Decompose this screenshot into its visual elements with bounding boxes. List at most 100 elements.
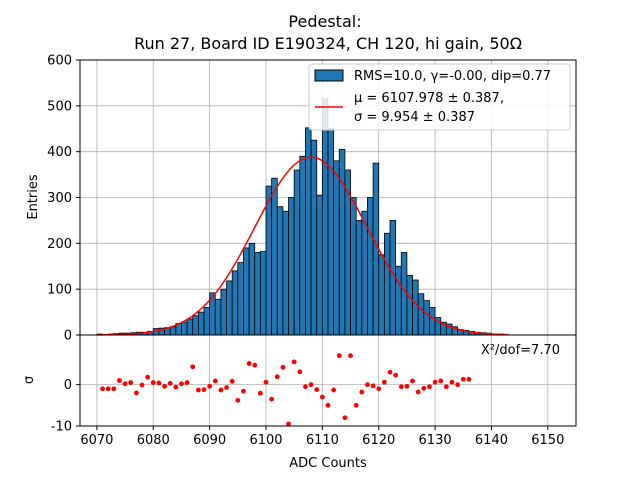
y-tick-label: 0 bbox=[64, 378, 72, 393]
chart-title-line2: Run 27, Board ID E190324, CH 120, hi gai… bbox=[134, 34, 522, 53]
residual-point bbox=[133, 390, 139, 396]
residual-y-ticks: -10 0 bbox=[51, 378, 80, 435]
residual-point bbox=[241, 388, 246, 394]
histogram-bar bbox=[327, 128, 335, 336]
residual-point bbox=[427, 384, 432, 390]
residual-point bbox=[100, 386, 105, 392]
histogram-bar bbox=[316, 194, 323, 336]
residual-point bbox=[269, 396, 275, 402]
chi2-label: X²/dof=7.70 bbox=[481, 343, 560, 358]
histogram-bar bbox=[259, 251, 267, 336]
y-tick-label: 600 bbox=[47, 54, 72, 69]
legend-hist-swatch bbox=[314, 69, 344, 82]
histogram-bar bbox=[361, 210, 368, 336]
residual-point bbox=[365, 382, 370, 388]
histogram-bar bbox=[310, 139, 318, 336]
residual-point bbox=[415, 389, 421, 395]
residual-point bbox=[297, 369, 303, 375]
residual-point bbox=[342, 415, 348, 421]
residual-point bbox=[410, 378, 415, 384]
residual-point bbox=[212, 378, 218, 384]
x-tick-label: 6150 bbox=[531, 433, 564, 448]
residual-point bbox=[167, 380, 173, 386]
x-tick-label: 6140 bbox=[475, 433, 508, 448]
residual-point bbox=[325, 402, 331, 408]
residual-point bbox=[376, 386, 382, 392]
histogram-bar bbox=[276, 206, 284, 336]
x-tick-label: 6090 bbox=[193, 433, 226, 448]
histogram-bar bbox=[231, 270, 239, 336]
gaussian-fit-line bbox=[96, 156, 509, 336]
y-tick-label: 200 bbox=[47, 237, 72, 252]
x-tick-label: 6070 bbox=[80, 433, 113, 448]
histogram-bar bbox=[237, 262, 244, 336]
residual-point bbox=[291, 359, 297, 365]
residual-point bbox=[331, 387, 337, 393]
residual-point bbox=[111, 386, 117, 392]
histogram-bar bbox=[265, 185, 273, 336]
residual-point bbox=[173, 384, 179, 390]
residual-point bbox=[139, 382, 145, 388]
histogram-bar bbox=[299, 155, 306, 336]
histogram-bar bbox=[429, 307, 436, 336]
residual-point bbox=[195, 387, 201, 393]
residual-point bbox=[449, 379, 455, 385]
residual-point bbox=[286, 421, 291, 427]
y-tick-label: 400 bbox=[47, 145, 72, 160]
chart-title-line1: Pedestal: bbox=[288, 12, 361, 31]
histogram-axes-border bbox=[79, 59, 577, 336]
residual-point bbox=[353, 402, 359, 408]
residual-point bbox=[117, 378, 122, 383]
legend-fit-sigma: σ = 9.954 ± 0.387 bbox=[354, 110, 475, 125]
y-tick-label: 0 bbox=[64, 329, 72, 344]
residual-point bbox=[224, 385, 229, 390]
residual-point bbox=[387, 369, 393, 375]
residual-point bbox=[162, 383, 167, 389]
x-tick-label: 6120 bbox=[362, 433, 395, 448]
residual-point bbox=[398, 384, 404, 390]
histogram-bar bbox=[378, 254, 385, 336]
residual-point bbox=[443, 384, 449, 390]
residual-point bbox=[122, 381, 128, 387]
histogram-bar bbox=[282, 210, 289, 336]
histogram-bar bbox=[395, 265, 402, 336]
histogram-bar bbox=[350, 197, 357, 336]
residual-point bbox=[460, 376, 466, 382]
residual-point bbox=[466, 376, 472, 382]
histogram-panel: 0 100 200 300 400 500 600 Entries RMS=10.0, γ=… bbox=[26, 54, 576, 344]
histogram-bar bbox=[169, 326, 177, 336]
histogram-bar bbox=[226, 280, 233, 336]
residual-point bbox=[404, 383, 410, 389]
residual-point bbox=[207, 383, 213, 389]
y-tick-label: 100 bbox=[47, 283, 72, 298]
residual-point bbox=[438, 378, 444, 384]
x-axis-ticks: 6070 6080 6090 6100 6110 6120 6130 6140 6150 bbox=[80, 426, 564, 448]
histogram-bar bbox=[406, 275, 413, 336]
histogram-bar bbox=[181, 321, 188, 336]
legend: RMS=10.0, γ=-0.00, dip=0.77 μ = 6107.978… bbox=[308, 63, 571, 131]
x-axis-label: ADC Counts bbox=[289, 456, 367, 471]
histogram-bar bbox=[305, 127, 312, 336]
residual-point bbox=[218, 387, 224, 393]
x-tick-label: 6130 bbox=[419, 433, 452, 448]
residual-points bbox=[100, 353, 472, 427]
residual-point bbox=[455, 382, 461, 388]
histogram-bar bbox=[417, 293, 425, 336]
residual-point bbox=[336, 353, 342, 359]
residual-point bbox=[308, 382, 314, 388]
residual-point bbox=[319, 394, 325, 400]
legend-box bbox=[308, 63, 571, 131]
residual-point bbox=[235, 397, 241, 403]
residual-point bbox=[184, 380, 190, 385]
y-tick-label: 500 bbox=[47, 99, 72, 114]
histogram-bar bbox=[254, 252, 261, 336]
histogram-bar bbox=[321, 98, 329, 336]
y-axis-label-entries: Entries bbox=[26, 174, 41, 220]
histogram-bar bbox=[243, 247, 250, 336]
histogram-bar bbox=[423, 300, 430, 336]
residual-point bbox=[257, 390, 263, 396]
histogram-bar bbox=[293, 169, 301, 336]
residual-point bbox=[252, 362, 258, 368]
residual-point bbox=[359, 389, 365, 395]
histogram-bar bbox=[248, 242, 256, 336]
